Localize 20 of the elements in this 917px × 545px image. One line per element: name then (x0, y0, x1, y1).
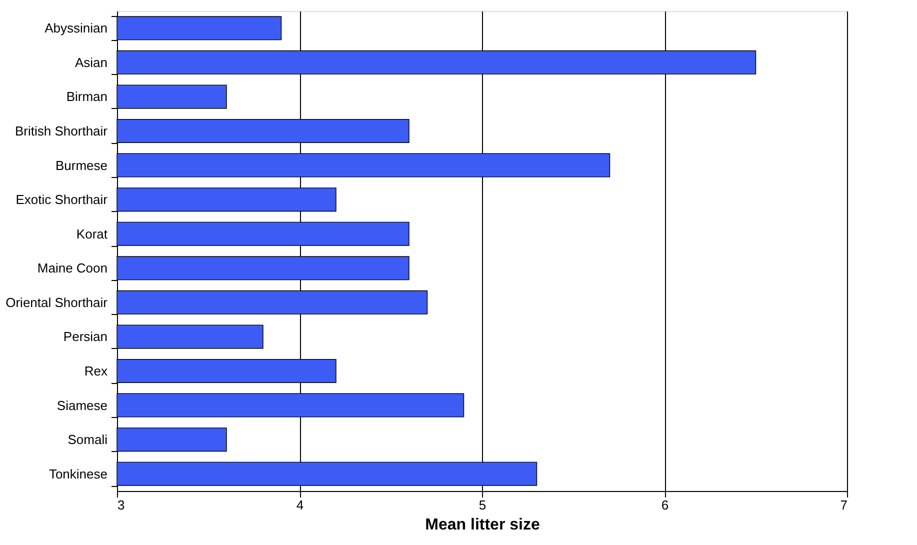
y-tick-label: Persian (63, 329, 108, 344)
y-tick-label: Tonkinese (48, 466, 108, 482)
y-tick-label: Exotic Shorthair (16, 192, 108, 208)
y-tick-label: Rex (84, 364, 108, 378)
y-tick-label: Somali (68, 432, 108, 448)
x-tick-label: 4 (296, 498, 304, 512)
x-tick-label: 5 (478, 498, 486, 512)
x-tick-label: 3 (118, 498, 125, 512)
x-tick-label: 7 (840, 498, 848, 512)
y-tick-label: Korat (76, 226, 108, 242)
y-tick-label: British Shorthair (15, 124, 108, 138)
x-tick-label: 6 (661, 498, 669, 512)
y-tick-label: Maine Coon (37, 260, 108, 276)
x-axis-title: Mean litter size (425, 516, 540, 534)
y-tick-label: Oriental Shorthair (6, 294, 108, 310)
y-tick-label: Siamese (56, 398, 108, 413)
y-tick-label: Burmese (55, 158, 108, 173)
y-tick-label: Birman (66, 89, 108, 104)
y-tick-label: Asian (74, 54, 108, 70)
y-tick-label: Abyssinian (44, 20, 108, 36)
